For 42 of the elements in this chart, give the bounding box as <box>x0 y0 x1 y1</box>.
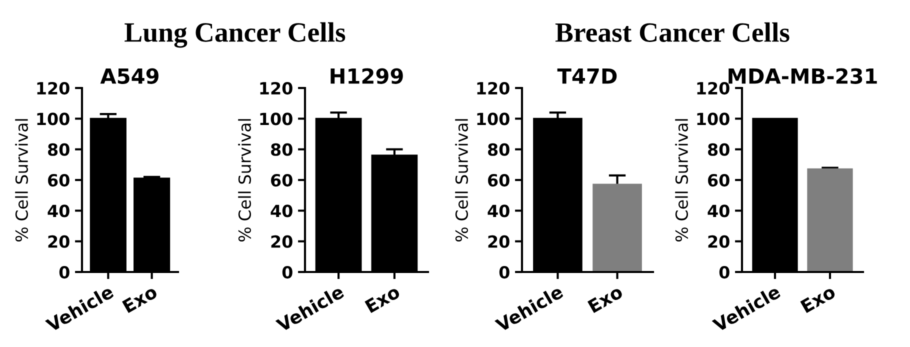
y-tick-label: 80 <box>48 143 70 156</box>
y-tick-label: 100 <box>37 112 70 126</box>
y-tick-label: 60 <box>271 174 292 187</box>
y-tick-label: 40 <box>488 204 510 218</box>
y-axis-title: % Cell Survival <box>675 119 688 242</box>
y-tick-label: 120 <box>260 82 292 95</box>
y-tick-label: 60 <box>708 174 730 187</box>
y-tick-label: 20 <box>271 235 292 248</box>
text: Breast Cancer Cells <box>555 22 790 42</box>
y-tick-label: 20 <box>488 235 510 248</box>
x-tick-label: Exo <box>587 284 624 314</box>
y-tick-label: 20 <box>708 235 730 248</box>
chart-title: T47D <box>557 68 617 84</box>
y-tick-label: 40 <box>708 204 730 218</box>
y-tick-label: 40 <box>48 204 70 218</box>
y-tick-label: 100 <box>697 112 730 126</box>
y-axis-title: % Cell Survival <box>15 119 28 242</box>
x-tick-label: Exo <box>364 284 401 314</box>
y-tick-label: 60 <box>488 174 510 187</box>
y-tick-label: 120 <box>477 82 510 95</box>
y-tick-label: 100 <box>260 112 292 126</box>
text: Lung Cancer Cells <box>124 22 346 48</box>
chart-title: H1299 <box>330 68 403 84</box>
y-tick-label: 120 <box>37 82 70 95</box>
y-tick-label: 0 <box>282 266 292 279</box>
y-axis-title: % Cell Survival <box>238 119 252 242</box>
y-tick-label: 40 <box>270 204 292 218</box>
y-axis-title: % Cell Survival <box>455 119 468 242</box>
x-tick-label: Exo <box>800 284 836 314</box>
y-tick-label: 80 <box>488 143 510 156</box>
y-tick-label: 120 <box>697 82 730 95</box>
x-tick-label: Exo <box>122 284 158 314</box>
y-tick-label: 0 <box>719 266 730 279</box>
y-tick-label: 100 <box>477 112 510 126</box>
chart-title: MDA-MB-231 <box>728 68 877 84</box>
chart-title: A549 <box>100 68 158 84</box>
y-tick-label: 0 <box>499 266 510 279</box>
y-tick-label: 20 <box>48 235 70 248</box>
y-tick-label: 80 <box>271 143 292 156</box>
y-tick-label: 80 <box>708 143 730 156</box>
y-tick-label: 0 <box>59 266 70 279</box>
y-tick-label: 60 <box>48 174 70 187</box>
